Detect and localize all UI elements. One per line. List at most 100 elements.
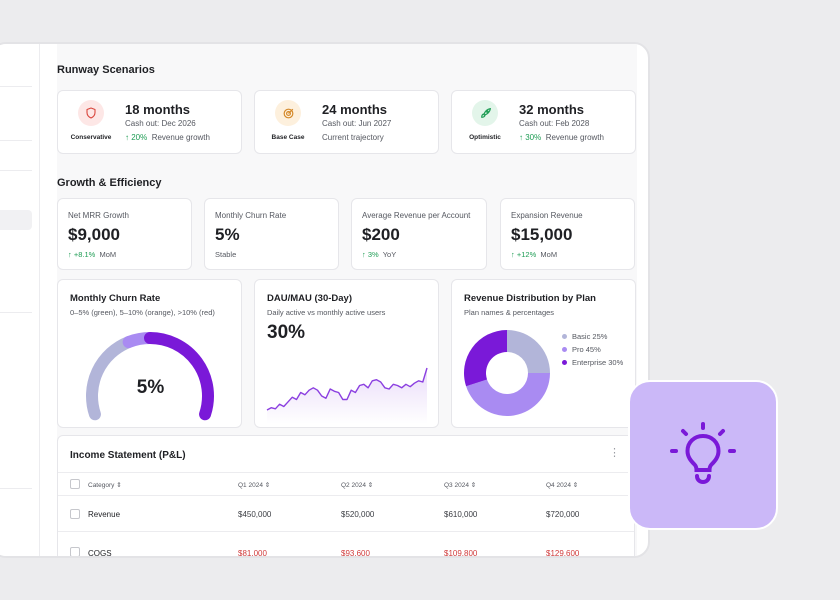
cell-value: $520,000 <box>341 510 375 519</box>
cell-value: $93,600 <box>341 549 370 558</box>
kpi-period: YoY <box>382 250 397 259</box>
pie-slice-enterprise <box>464 330 507 387</box>
pie-slice-basic <box>507 330 550 373</box>
sidebar-divider <box>0 170 32 171</box>
kpi-value: $200 <box>362 225 400 244</box>
kpi-card-arpa[interactable]: Average Revenue per Account $200 ↑ 3% Yo… <box>351 198 487 270</box>
scenario-label: Conservative <box>70 134 112 141</box>
dau-mau-area-chart <box>266 367 428 424</box>
chart-title: DAU/MAU (30-Day) <box>267 293 352 304</box>
kpi-delta-value: +12% <box>516 250 537 259</box>
churn-gauge-card: Monthly Churn Rate 0–5% (green), 5–10% (… <box>57 279 242 428</box>
revenue-donut-chart <box>464 330 550 416</box>
scenario-growth: ↑ 20% Revenue growth <box>125 133 210 142</box>
table-row[interactable]: Revenue $450,000 $520,000 $610,000 $720,… <box>58 496 634 532</box>
churn-gauge <box>86 332 214 421</box>
legend-swatch <box>562 360 567 365</box>
chart-title: Revenue Distribution by Plan <box>464 293 596 304</box>
pie-slice-pro <box>466 373 550 416</box>
scenario-card-base-case[interactable]: Base Case 24 months Cash out: Jun 2027 C… <box>254 90 439 154</box>
table-row[interactable]: COGS $81,000 $93,600 $109,800 $129,600 <box>58 532 634 558</box>
kpi-delta-value: 3% <box>367 250 379 259</box>
cell-value: $720,000 <box>546 510 580 519</box>
scenario-growth: ↑ 30% Revenue growth <box>519 133 604 142</box>
kpi-label: Net MRR Growth <box>68 211 129 220</box>
kpi-period: MoM <box>99 250 117 259</box>
chart-subtitle: Daily active vs monthly active users <box>267 308 386 317</box>
sidebar-divider <box>0 86 32 87</box>
table-header: Category ⇕ Q1 2024 ⇕ Q2 2024 ⇕ Q3 2024 ⇕… <box>58 472 634 496</box>
scenario-months: 18 months <box>125 102 191 117</box>
column-header-q4[interactable]: Q4 2024 ⇕ <box>546 481 578 489</box>
column-label: Q2 2024 <box>341 482 366 489</box>
more-options-icon[interactable]: ⋮ <box>609 447 620 459</box>
sidebar-item-active[interactable] <box>0 210 32 230</box>
legend-item-basic: Basic 25% <box>562 330 623 343</box>
kpi-period: Stable <box>215 250 237 259</box>
kpi-label: Expansion Revenue <box>511 211 583 220</box>
sidebar-divider <box>0 488 32 489</box>
dau-mau-value: 30% <box>267 322 306 343</box>
sort-icon[interactable]: ⇕ <box>116 482 122 489</box>
column-header-q2[interactable]: Q2 2024 ⇕ <box>341 481 373 489</box>
column-header-category[interactable]: Category ⇕ <box>88 481 122 489</box>
scenario-months: 24 months <box>322 102 388 117</box>
kpi-label: Monthly Churn Rate <box>215 211 287 220</box>
chart-legend: Basic 25% Pro 45% Enterprise 30% <box>562 330 623 369</box>
scenario-cash-out: Cash out: Jun 2027 <box>322 119 392 128</box>
arrow-up-icon: ↑ <box>68 250 72 259</box>
sort-icon[interactable]: ⇕ <box>470 482 477 489</box>
gauge-segment-2 <box>144 332 214 421</box>
sort-icon[interactable]: ⇕ <box>572 482 579 489</box>
gauge-segment-0 <box>86 336 135 421</box>
legend-label: Basic 25% <box>572 332 608 341</box>
scenario-card-optimistic[interactable]: Optimistic 32 months Cash out: Feb 2028 … <box>451 90 636 154</box>
kpi-card-net-mrr[interactable]: Net MRR Growth $9,000 ↑ +8.1% MoM <box>57 198 192 270</box>
tip-badge[interactable] <box>628 380 778 530</box>
cell-value: $129,600 <box>546 549 580 558</box>
kpi-card-expansion[interactable]: Expansion Revenue $15,000 ↑ +12% MoM <box>500 198 635 270</box>
sidebar-divider <box>0 312 32 313</box>
legend-swatch <box>562 334 567 339</box>
column-header-q3[interactable]: Q3 2024 ⇕ <box>444 481 476 489</box>
legend-swatch <box>562 347 567 352</box>
sort-icon[interactable]: ⇕ <box>367 482 374 489</box>
scenario-trajectory: Current trajectory <box>322 133 384 142</box>
revenue-distribution-card: Revenue Distribution by Plan Plan names … <box>451 279 636 428</box>
kpi-value: $15,000 <box>511 225 573 244</box>
target-icon <box>275 100 301 126</box>
scenario-label: Base Case <box>271 134 305 141</box>
arrow-up-icon: ↑ <box>125 133 129 142</box>
row-checkbox[interactable] <box>70 547 80 556</box>
arrow-up-icon: ↑ <box>519 133 523 142</box>
column-label: Q1 2024 <box>238 482 263 489</box>
legend-item-pro: Pro 45% <box>562 343 623 356</box>
kpi-value: 5% <box>215 225 240 244</box>
income-statement-card: Income Statement (P&L) ⋮ Category ⇕ Q1 2… <box>57 435 635 558</box>
cell-value: $109,800 <box>444 549 478 558</box>
gauge-value: 5% <box>136 377 165 398</box>
chart-subtitle: Plan names & percentages <box>464 308 555 317</box>
column-header-q1[interactable]: Q1 2024 ⇕ <box>238 481 270 489</box>
column-label: Category <box>88 482 115 489</box>
sort-icon[interactable]: ⇕ <box>264 482 271 489</box>
growth-percent: 30% <box>525 133 542 142</box>
cell-category: COGS <box>88 549 112 558</box>
lightbulb-icon <box>670 422 736 485</box>
rocket-icon <box>472 100 498 126</box>
scenario-card-conservative[interactable]: Conservative 18 months Cash out: Dec 202… <box>57 90 242 154</box>
sidebar-divider <box>0 140 32 141</box>
select-all-checkbox[interactable] <box>70 479 80 489</box>
table-title: Income Statement (P&L) <box>70 450 186 461</box>
legend-label: Enterprise 30% <box>572 358 624 367</box>
growth-title: Growth & Efficiency <box>57 177 162 189</box>
cell-value: $450,000 <box>238 510 272 519</box>
growth-text: Revenue growth <box>151 133 210 142</box>
app-window: Runway Scenarios Conservative 18 months … <box>0 42 650 558</box>
row-checkbox[interactable] <box>70 509 80 519</box>
dau-mau-card: DAU/MAU (30-Day) Daily active vs monthly… <box>254 279 439 428</box>
kpi-card-churn[interactable]: Monthly Churn Rate 5% Stable <box>204 198 339 270</box>
column-label: Q4 2024 <box>546 482 571 489</box>
kpi-delta-value: +8.1% <box>73 250 96 259</box>
sidebar <box>0 44 40 556</box>
